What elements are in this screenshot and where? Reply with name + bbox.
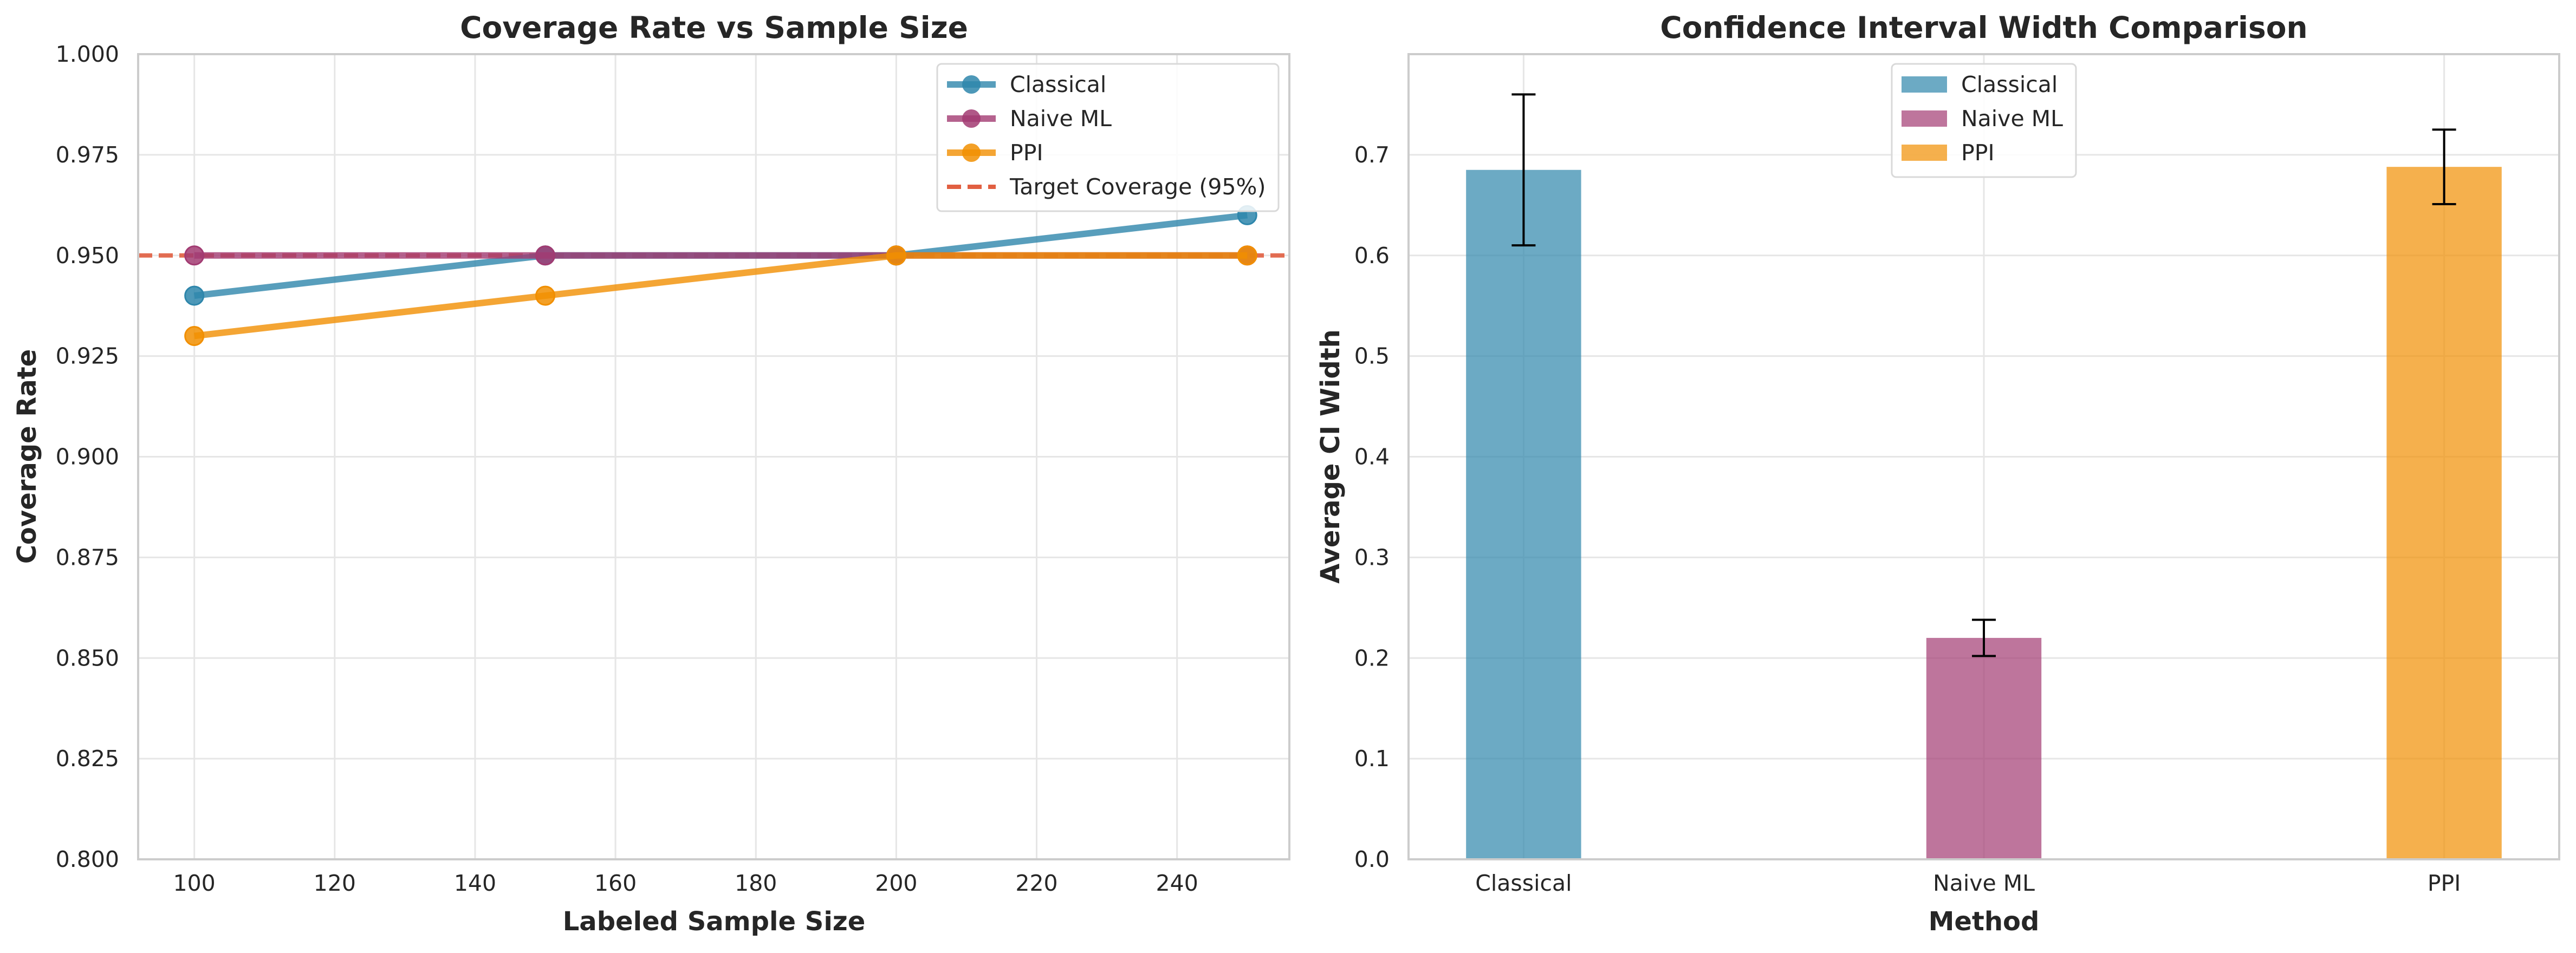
legend-label: Target Coverage (95%) — [1009, 174, 1266, 200]
y-tick-label: 0.975 — [56, 142, 119, 168]
x-tick-label: 220 — [1015, 870, 1057, 896]
data-point-naive-ml — [184, 245, 205, 266]
bar-ppi — [2386, 167, 2502, 860]
ci-width-chart: Confidence Interval Width Comparison Cla… — [1315, 10, 2560, 937]
y-tick-label: 0.925 — [56, 343, 119, 369]
y-tick-label: 0.6 — [1354, 243, 1390, 269]
y-tick-label: 0.800 — [56, 846, 119, 872]
x-tick-label: 200 — [875, 870, 917, 896]
ci-width-legend: Classical Naive ML PPI — [1891, 63, 2077, 178]
x-tick-label: 120 — [314, 870, 356, 896]
legend-marker — [962, 143, 981, 162]
ci-width-x-ticks: Classical Naive ML PPI — [1475, 870, 2461, 896]
coverage-x-axis-label: Labeled Sample Size — [563, 906, 866, 937]
data-point-naive-ml — [535, 245, 556, 266]
legend-label: PPI — [1010, 140, 1043, 166]
x-tick-label: Classical — [1475, 870, 1572, 896]
legend-label: Classical — [1010, 71, 1106, 97]
x-tick-label: PPI — [2428, 870, 2461, 896]
y-tick-label: 0.5 — [1354, 343, 1390, 369]
ci-width-chart-title: Confidence Interval Width Comparison — [1660, 10, 2307, 45]
y-tick-label: 0.850 — [56, 645, 119, 671]
y-tick-label: 0.825 — [56, 746, 119, 772]
ci-width-y-axis-label: Average CI Width — [1315, 329, 1346, 584]
coverage-chart: Coverage Rate vs Sample Size 100 120 140 16… — [12, 10, 1290, 937]
legend-label: Classical — [1961, 71, 2058, 97]
y-tick-label: 0.2 — [1354, 645, 1390, 671]
y-tick-label: 0.3 — [1354, 544, 1390, 570]
x-tick-label: 140 — [454, 870, 496, 896]
y-tick-label: 0.0 — [1354, 846, 1390, 872]
y-tick-label: 0.950 — [56, 243, 119, 269]
ci-width-error-bars — [1511, 93, 2456, 657]
ci-width-bars — [1466, 167, 2502, 860]
coverage-legend: Classical Naive ML PPI Target Coverage (95%… — [936, 63, 1280, 212]
y-tick-label: 0.1 — [1354, 746, 1390, 772]
coverage-y-ticks: 0.800 0.825 0.850 0.875 0.900 0.925 0.950 0.975… — [56, 41, 119, 872]
coverage-x-ticks: 100 120 140 160 180 200 220 240 — [173, 870, 1198, 896]
y-tick-label: 0.7 — [1354, 142, 1390, 168]
ci-width-y-ticks: 0.0 0.1 0.2 0.3 0.4 0.5 0.6 0.7 — [1354, 142, 1390, 872]
coverage-series — [184, 205, 1257, 346]
data-point-ppi — [535, 285, 556, 306]
x-tick-label: Naive ML — [1933, 870, 2035, 896]
legend-swatch — [1902, 110, 1947, 127]
y-tick-label: 0.4 — [1354, 444, 1390, 470]
bar-naive-ml — [1926, 638, 2042, 859]
legend-marker — [962, 75, 981, 94]
coverage-plot-frame — [137, 53, 1290, 860]
legend-label: Naive ML — [1010, 106, 1112, 132]
y-tick-label: 0.875 — [56, 544, 119, 570]
legend-swatch — [1902, 145, 1947, 161]
coverage-y-axis-label: Coverage Rate — [12, 349, 42, 564]
ci-width-x-axis-label: Method — [1929, 906, 2040, 937]
data-point-ppi — [886, 245, 906, 266]
data-point-ppi — [184, 325, 205, 346]
legend-frame — [936, 63, 1280, 212]
data-point-classical — [184, 285, 205, 306]
legend-swatch — [1902, 76, 1947, 93]
data-point-ppi — [1237, 245, 1257, 266]
x-tick-label: 100 — [173, 870, 216, 896]
legend-label: Naive ML — [1961, 106, 2063, 132]
legend-marker — [962, 109, 981, 128]
series-line-ppi — [193, 252, 1248, 340]
bar-classical — [1466, 169, 1581, 860]
x-tick-label: 240 — [1156, 870, 1198, 896]
coverage-chart-title: Coverage Rate vs Sample Size — [460, 10, 968, 45]
y-tick-label: 0.900 — [56, 444, 119, 470]
ci-width-plot-frame — [1407, 53, 2560, 860]
x-tick-label: 160 — [594, 870, 637, 896]
legend-label: PPI — [1961, 140, 1995, 166]
y-tick-label: 1.000 — [56, 41, 119, 67]
x-tick-label: 180 — [735, 870, 777, 896]
